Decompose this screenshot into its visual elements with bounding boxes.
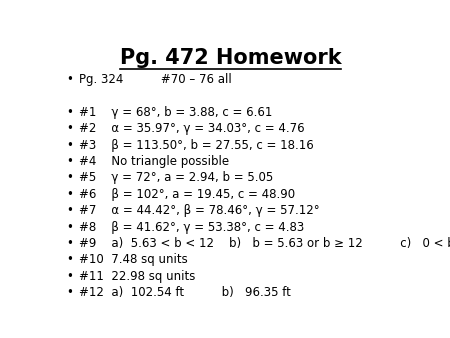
Text: #11  22.98 sq units: #11 22.98 sq units [79,270,195,283]
Text: •: • [67,221,74,234]
Text: •: • [67,237,74,250]
Text: •: • [67,204,74,217]
Text: •: • [67,73,74,86]
Text: #7    α = 44.42°, β = 78.46°, γ = 57.12°: #7 α = 44.42°, β = 78.46°, γ = 57.12° [79,204,320,217]
Text: •: • [67,155,74,168]
Text: Pg. 472 Homework: Pg. 472 Homework [120,48,342,68]
Text: #4    No triangle possible: #4 No triangle possible [79,155,229,168]
Text: #2    α = 35.97°, γ = 34.03°, c = 4.76: #2 α = 35.97°, γ = 34.03°, c = 4.76 [79,122,305,135]
Text: #5    γ = 72°, a = 2.94, b = 5.05: #5 γ = 72°, a = 2.94, b = 5.05 [79,171,273,185]
Text: •: • [67,254,74,266]
Text: •: • [67,188,74,201]
Text: #10  7.48 sq units: #10 7.48 sq units [79,254,188,266]
Text: •: • [67,139,74,152]
Text: •: • [67,270,74,283]
Text: •: • [67,171,74,185]
Text: •: • [67,106,74,119]
Text: #9    a)  5.63 < b < 12    b)   b = 5.63 or b ≥ 12          c)   0 < b < 5.63: #9 a) 5.63 < b < 12 b) b = 5.63 or b ≥ 1… [79,237,450,250]
Text: #8    β = 41.62°, γ = 53.38°, c = 4.83: #8 β = 41.62°, γ = 53.38°, c = 4.83 [79,221,304,234]
Text: •: • [67,122,74,135]
Text: Pg. 324          #70 – 76 all: Pg. 324 #70 – 76 all [79,73,232,86]
Text: #3    β = 113.50°, b = 27.55, c = 18.16: #3 β = 113.50°, b = 27.55, c = 18.16 [79,139,314,152]
Text: #6    β = 102°, a = 19.45, c = 48.90: #6 β = 102°, a = 19.45, c = 48.90 [79,188,295,201]
Text: •: • [67,286,74,299]
Text: #1    γ = 68°, b = 3.88, c = 6.61: #1 γ = 68°, b = 3.88, c = 6.61 [79,106,272,119]
Text: #12  a)  102.54 ft          b)   96.35 ft: #12 a) 102.54 ft b) 96.35 ft [79,286,291,299]
